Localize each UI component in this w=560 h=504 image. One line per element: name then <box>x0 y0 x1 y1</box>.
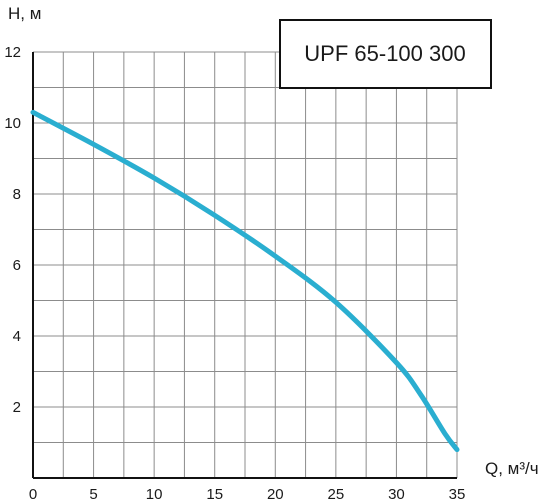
y-tick-label: 10 <box>4 115 21 132</box>
y-tick-label: 4 <box>13 328 21 345</box>
y-tick-labels: 2 4 6 8 10 12 <box>4 44 21 416</box>
x-tick-label: 35 <box>449 486 466 503</box>
y-axis-label: H, м <box>8 4 41 23</box>
x-tick-label: 0 <box>29 486 37 503</box>
x-axis-label: Q, м³/ч <box>485 459 539 478</box>
x-tick-labels: 0 5 10 15 20 25 30 35 <box>29 486 466 503</box>
legend-box: UPF 65-100 300 <box>279 19 492 89</box>
y-tick-label: 12 <box>4 44 21 61</box>
axes <box>32 52 457 479</box>
x-tick-label: 5 <box>89 486 97 503</box>
series-group <box>30 109 460 453</box>
x-tick-label: 15 <box>206 486 223 503</box>
x-tick-label: 20 <box>267 486 284 503</box>
y-tick-label: 2 <box>13 399 21 416</box>
x-tick-label: 25 <box>328 486 345 503</box>
y-tick-label: 6 <box>13 257 21 274</box>
x-tick-label: 30 <box>388 486 405 503</box>
x-tick-label: 10 <box>146 486 163 503</box>
chart-title: UPF 65-100 300 <box>304 41 465 66</box>
series-line <box>30 109 460 453</box>
y-tick-label: 8 <box>13 186 21 203</box>
grid <box>33 51 458 478</box>
